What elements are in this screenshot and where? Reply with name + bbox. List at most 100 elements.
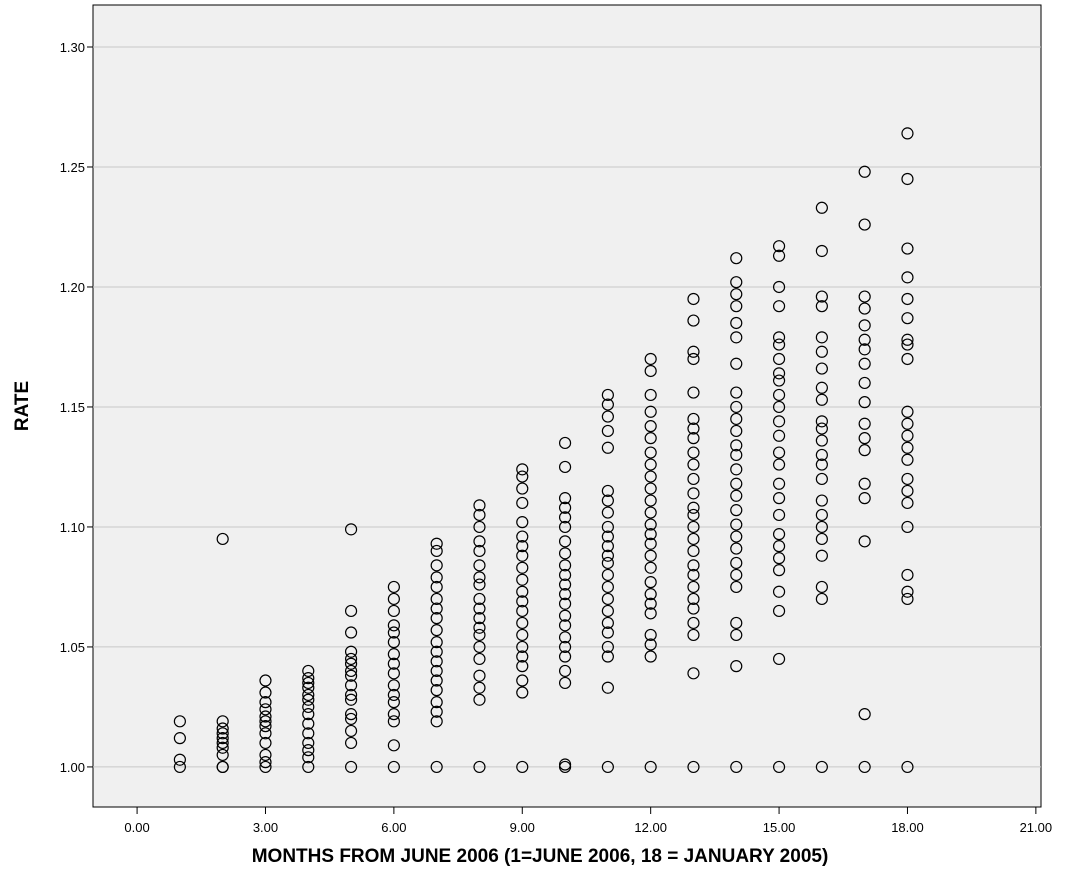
point [259, 710, 272, 723]
point [644, 470, 657, 483]
point [516, 686, 529, 699]
point [730, 316, 743, 330]
point [259, 686, 272, 699]
point [601, 592, 614, 606]
point [558, 535, 572, 548]
point [558, 758, 572, 771]
point [558, 597, 572, 610]
point [687, 345, 700, 358]
point [430, 684, 443, 697]
point [344, 736, 358, 750]
point [901, 520, 914, 534]
point [815, 244, 828, 258]
point [302, 744, 315, 757]
point [815, 434, 828, 447]
point [772, 652, 786, 666]
point [259, 760, 272, 774]
point [387, 648, 400, 661]
point [687, 432, 700, 445]
point [901, 484, 914, 498]
point [302, 688, 315, 702]
point [558, 511, 572, 524]
point [687, 760, 700, 774]
point [644, 760, 657, 774]
y-tick-label: 1.00 [60, 760, 85, 775]
point [772, 604, 786, 618]
point [815, 290, 828, 303]
point [516, 496, 529, 510]
point [601, 484, 614, 498]
point [302, 736, 315, 750]
point [516, 660, 529, 673]
point [216, 722, 229, 735]
point [901, 405, 914, 418]
point [516, 463, 529, 476]
point [644, 446, 657, 459]
point [687, 386, 700, 399]
plot-area [92, 4, 1042, 808]
point [772, 367, 786, 380]
point [730, 504, 743, 517]
point [473, 578, 486, 591]
point [858, 290, 871, 303]
point [344, 604, 358, 618]
point [815, 331, 828, 344]
point [772, 540, 786, 553]
point [558, 588, 572, 601]
point [687, 508, 700, 522]
point [601, 506, 614, 519]
point [815, 592, 828, 606]
point [858, 165, 871, 178]
point [516, 650, 529, 663]
point [302, 717, 315, 730]
point [687, 501, 700, 514]
x-axis-title: MONTHS FROM JUNE 2006 (1=JUNE 2006, 18 =… [252, 846, 829, 867]
point [730, 518, 743, 531]
point [815, 580, 828, 594]
point [772, 552, 786, 565]
point [387, 715, 400, 728]
point [216, 748, 229, 762]
point [687, 580, 700, 594]
point [644, 528, 657, 541]
x-tick-label: 3.00 [253, 820, 278, 835]
point [344, 669, 358, 682]
point [558, 547, 572, 560]
y-tick-label: 1.05 [60, 640, 85, 655]
point [430, 655, 443, 668]
point [344, 724, 358, 738]
point [259, 720, 272, 733]
point [772, 446, 786, 459]
x-tick-label: 6.00 [381, 820, 406, 835]
point [387, 760, 400, 774]
point [644, 549, 657, 562]
point [687, 292, 700, 306]
point [815, 508, 828, 522]
point [815, 549, 828, 562]
point [558, 609, 572, 622]
point [858, 417, 871, 430]
point [815, 393, 828, 406]
point [687, 568, 700, 582]
point [901, 172, 914, 186]
point [772, 508, 786, 522]
point [387, 667, 400, 680]
point [473, 508, 486, 522]
point [730, 530, 743, 543]
point [601, 556, 614, 570]
point [858, 376, 871, 390]
point [815, 458, 828, 471]
y-tick-label: 1.30 [60, 40, 85, 55]
point [516, 470, 529, 483]
point [516, 640, 529, 654]
point [601, 568, 614, 582]
point [772, 388, 786, 402]
point [302, 727, 315, 740]
point [216, 741, 229, 754]
point [473, 544, 486, 558]
point [687, 602, 700, 615]
point [901, 496, 914, 510]
point [687, 446, 700, 459]
point [430, 645, 443, 658]
